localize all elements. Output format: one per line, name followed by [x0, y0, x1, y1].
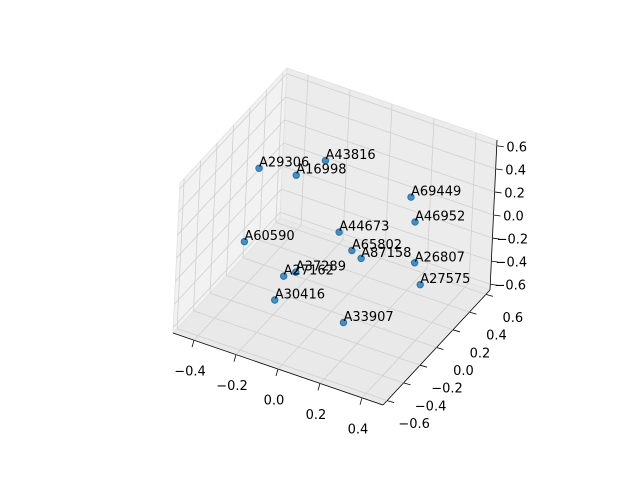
grid-line [175, 165, 283, 282]
x-tick [359, 397, 363, 405]
y-tick-label: 0.2 [470, 346, 491, 361]
z-tick-label: −0.4 [496, 256, 528, 271]
z-tick-label: −0.6 [494, 279, 526, 294]
z-tick [496, 145, 504, 148]
x-tick [233, 354, 237, 362]
x-tick-label: −0.2 [216, 379, 248, 394]
point [335, 228, 343, 236]
point [348, 246, 356, 255]
x-tick-label: 0.0 [264, 394, 285, 409]
point-label: A46952 [415, 209, 465, 224]
x-tick-label: 0.2 [306, 408, 327, 423]
point [240, 237, 249, 246]
z-tick [495, 168, 503, 171]
grid-line [282, 165, 493, 239]
y-tick [419, 364, 428, 368]
x-tick-label: −0.4 [174, 365, 206, 380]
grid-line [281, 188, 492, 262]
point-label: A27162 [284, 264, 334, 279]
grid-line [275, 222, 487, 295]
point-label: A29306 [259, 156, 309, 171]
grid-line [280, 211, 491, 285]
y-tick [387, 400, 395, 403]
grid-line [242, 257, 454, 331]
y-tick-label: 0.4 [486, 329, 507, 344]
grid-line [177, 119, 285, 236]
grid-line [174, 188, 282, 305]
z-tick [492, 237, 500, 240]
point-label: A65802 [352, 238, 402, 253]
y-tick [436, 347, 444, 350]
y-tick [452, 329, 461, 333]
y-tick [403, 382, 411, 386]
x-tick [275, 368, 279, 377]
grid-line [285, 96, 496, 170]
point-label: A69449 [411, 185, 461, 200]
point-label: A30416 [275, 287, 325, 302]
grid-line [286, 73, 497, 147]
grid-line [193, 310, 404, 384]
grid-line [209, 292, 421, 366]
y-tick-label: 0.6 [503, 311, 524, 326]
point [410, 259, 419, 267]
point-label: A16998 [296, 163, 346, 178]
y-tick-label: −0.2 [431, 382, 463, 397]
z-tick-label: 0.2 [504, 186, 525, 201]
point [357, 254, 365, 263]
grid-line [259, 239, 470, 313]
z-tick-label: 0.4 [505, 163, 526, 178]
point-label: A27575 [420, 272, 470, 287]
point [411, 218, 419, 226]
point [416, 280, 424, 289]
point [339, 318, 348, 327]
grid-line [176, 328, 388, 401]
point-label: A33907 [343, 310, 393, 325]
y-tick [485, 294, 493, 297]
grid-line [172, 211, 281, 328]
grid-line [283, 142, 494, 216]
grid-line [226, 275, 437, 348]
point [407, 193, 415, 201]
point-label: A37289 [296, 260, 346, 275]
point [279, 272, 288, 280]
z-tick [491, 260, 499, 263]
grid-line [176, 142, 284, 259]
y-tick [469, 311, 477, 315]
point [271, 296, 279, 304]
x-tick-label: 0.4 [348, 422, 369, 437]
grid-line [284, 119, 495, 193]
z-tick [493, 214, 501, 217]
point-label: A44673 [339, 220, 389, 235]
x-tick [317, 383, 321, 391]
point [255, 164, 263, 172]
z-tick-label: 0.6 [506, 140, 527, 155]
y-tick-label: −0.6 [398, 417, 430, 432]
z-tick-label: 0.0 [503, 210, 524, 225]
point-label: A60590 [244, 229, 294, 244]
y-tick-label: 0.0 [453, 364, 474, 379]
point [292, 268, 300, 276]
point-label: A43816 [325, 148, 375, 163]
z-tick [494, 191, 502, 194]
point [292, 171, 300, 179]
z-tick-label: −0.2 [497, 233, 529, 248]
point-label: A26807 [415, 250, 465, 265]
y-tick-label: −0.4 [415, 399, 447, 414]
grid-line [178, 96, 286, 213]
point [321, 156, 330, 165]
grid-line [179, 73, 288, 190]
x-tick [191, 340, 195, 348]
point-label: A87158 [361, 246, 411, 261]
z-tick [490, 283, 498, 286]
